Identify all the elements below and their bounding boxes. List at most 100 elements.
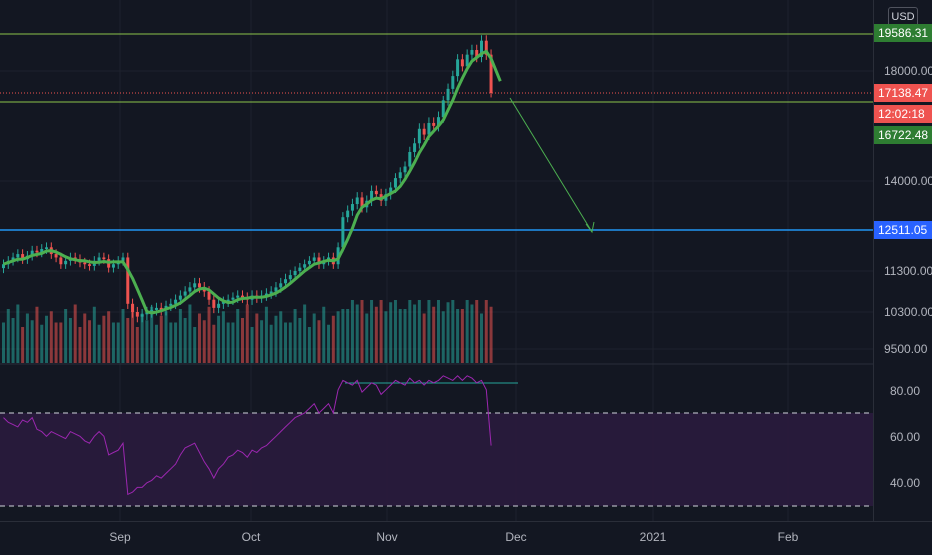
volume-bar-46 xyxy=(221,311,225,363)
volume-bar-61 xyxy=(293,309,297,363)
volume-bar-35 xyxy=(169,322,173,363)
volume-bar-85 xyxy=(408,300,412,363)
volume-bar-72 xyxy=(346,309,350,363)
volume-bar-44 xyxy=(212,324,216,363)
volume-bar-37 xyxy=(178,309,182,363)
volume-bar-11 xyxy=(54,322,58,363)
candle-body-84 xyxy=(403,166,407,173)
candle-body-88 xyxy=(422,128,426,135)
candle-body-58 xyxy=(279,283,283,288)
volume-bar-4 xyxy=(21,327,25,363)
volume-bar-86 xyxy=(413,304,417,363)
volume-bar-97 xyxy=(465,300,469,363)
volume-bar-8 xyxy=(40,324,44,363)
candle-body-59 xyxy=(284,279,288,284)
volume-bar-15 xyxy=(73,304,77,363)
volume-bar-10 xyxy=(49,311,53,363)
volume-bar-64 xyxy=(307,327,311,363)
candle-body-11 xyxy=(54,254,58,258)
candle-body-30 xyxy=(145,312,149,315)
candle-body-87 xyxy=(417,128,421,144)
volume-bar-30 xyxy=(145,320,149,363)
candle-body-3 xyxy=(16,254,20,258)
volume-bar-24 xyxy=(116,322,120,363)
candle-body-36 xyxy=(174,299,178,304)
candle-body-101 xyxy=(484,40,488,55)
time-label-oct: Oct xyxy=(241,530,261,544)
volume-bar-93 xyxy=(446,302,450,363)
candle-body-95 xyxy=(456,59,460,77)
volume-bar-84 xyxy=(403,309,407,363)
volume-bar-80 xyxy=(384,311,388,363)
volume-bar-95 xyxy=(456,309,460,363)
price-tick-11300: 11300.00 xyxy=(884,264,932,278)
volume-bar-59 xyxy=(284,322,288,363)
volume-bar-45 xyxy=(217,315,221,363)
candle-body-6 xyxy=(30,250,34,256)
candle-body-20 xyxy=(97,257,101,261)
time-label-sep: Sep xyxy=(109,530,131,544)
rsi-tick-40: 40.00 xyxy=(890,476,921,490)
candle-body-86 xyxy=(413,143,417,152)
volume-bar-89 xyxy=(427,300,431,363)
volume-bar-34 xyxy=(164,311,168,363)
candle-body-83 xyxy=(398,172,402,179)
candle-body-39 xyxy=(188,287,192,292)
candle-body-93 xyxy=(446,88,450,101)
volume-bar-90 xyxy=(432,306,436,363)
candle-body-17 xyxy=(83,262,87,265)
volume-bar-36 xyxy=(174,322,178,363)
volume-bar-99 xyxy=(475,300,479,363)
volume-bar-76 xyxy=(365,313,369,363)
volume-bar-54 xyxy=(260,320,264,363)
candle-body-4 xyxy=(21,254,25,260)
price-tick-9500: 9500.00 xyxy=(884,342,928,356)
volume-bar-71 xyxy=(341,309,345,363)
volume-bar-58 xyxy=(279,311,283,363)
candle-body-99 xyxy=(475,50,479,58)
candle-body-66 xyxy=(317,257,321,265)
volume-bar-63 xyxy=(303,304,307,363)
volume-bar-65 xyxy=(312,313,316,363)
time-axis[interactable] xyxy=(0,521,932,551)
candle-body-49 xyxy=(236,295,240,298)
candle-body-41 xyxy=(197,283,201,288)
candle-body-64 xyxy=(307,260,311,265)
candle-body-97 xyxy=(465,54,469,67)
volume-bar-79 xyxy=(379,300,383,363)
projection-arrowhead xyxy=(585,221,595,234)
candle-body-23 xyxy=(111,264,115,268)
volume-bar-38 xyxy=(183,318,187,363)
volume-bar-100 xyxy=(480,313,483,363)
time-label-2021: 2021 xyxy=(639,530,667,544)
candle-body-35 xyxy=(169,303,173,306)
candle-body-75 xyxy=(360,197,364,208)
candle-body-98 xyxy=(470,50,474,55)
volume-bar-94 xyxy=(451,300,455,363)
volume-bar-41 xyxy=(197,313,201,363)
candle-body-8 xyxy=(40,248,44,253)
price-tick-14000: 14000.00 xyxy=(884,174,932,188)
candle-body-0 xyxy=(2,264,5,269)
candle-body-21 xyxy=(102,257,106,260)
candle-body-92 xyxy=(441,100,445,118)
moving-average-line xyxy=(2,49,502,315)
price-axis[interactable] xyxy=(873,0,932,525)
countdown-tag: 12:02:18 xyxy=(874,105,932,123)
candle-body-85 xyxy=(408,151,412,167)
volume-bar-47 xyxy=(226,322,230,363)
candle-body-60 xyxy=(288,275,292,280)
candle-body-65 xyxy=(312,257,316,261)
volume-bar-75 xyxy=(360,300,364,363)
candle-body-73 xyxy=(350,204,354,211)
volume-bar-50 xyxy=(241,318,244,363)
volume-bar-53 xyxy=(255,313,259,363)
volume-bar-1 xyxy=(6,309,10,363)
volume-bar-21 xyxy=(102,315,106,363)
volume-bar-28 xyxy=(135,327,139,363)
candle-body-63 xyxy=(303,264,307,268)
volume-bar-78 xyxy=(374,306,378,363)
time-label-feb: Feb xyxy=(777,530,799,544)
